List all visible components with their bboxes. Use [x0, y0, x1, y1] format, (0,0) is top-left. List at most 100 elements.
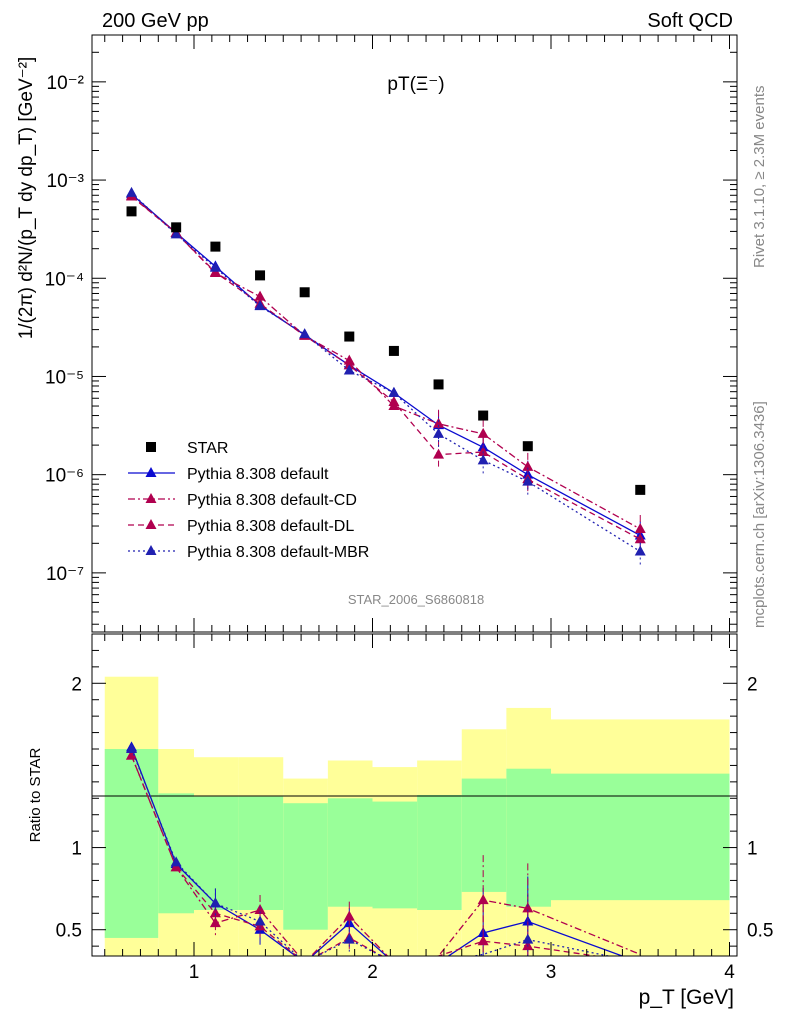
legend: STAR Pythia 8.308 default Pythia 8.308 def… [128, 440, 369, 561]
x-tick-label: 2 [367, 962, 378, 983]
legend-label: Pythia 8.308 default-CD [187, 492, 357, 509]
analysis-watermark: STAR_2006_S6860818 [348, 592, 484, 607]
uncertainty-band-inner [283, 803, 328, 930]
ratio-y-tick-label-right: 2 [747, 674, 758, 695]
ratio-point [343, 910, 355, 921]
ratio-point [254, 904, 266, 914]
uncertainty-band-inner [158, 793, 194, 914]
series-line-1 [131, 193, 641, 537]
y-tick-label: 10⁻⁷ [46, 564, 84, 585]
main-plot-ticks: 10⁻⁷ 10⁻⁶ 10⁻⁵ 10⁻⁴ 10⁻³ 10⁻² [45, 34, 737, 632]
ratio-y-tick-label-right: 1 [747, 839, 758, 860]
data-point [388, 345, 399, 356]
mc-point [126, 186, 138, 197]
data-point [299, 287, 310, 298]
mc-point [522, 475, 534, 486]
y-tick-label: 10⁻² [47, 73, 85, 94]
mc-point [388, 395, 400, 406]
y-tick-label: 10⁻⁶ [45, 466, 84, 487]
ratio-y-axis-label: Ratio to STAR [27, 747, 44, 842]
uncertainty-band-inner [506, 768, 551, 907]
series-line-3 [131, 195, 641, 540]
ratio-point [126, 749, 138, 760]
data-point [344, 331, 355, 342]
mc-point [170, 228, 182, 239]
x-tick-label: 4 [724, 962, 735, 983]
y-tick-label: 10⁻³ [47, 171, 85, 192]
uncertainty-band-inner [461, 778, 507, 892]
mcplots-label: mcplots.cern.ch [arXiv:1306.3436] [751, 401, 768, 628]
y-tick-label: 10⁻⁴ [45, 269, 84, 290]
ratio-bands [104, 676, 730, 956]
mc-point [634, 545, 646, 556]
uncertainty-band-inner [194, 796, 239, 910]
mc-point [433, 417, 445, 428]
mc-point [388, 386, 400, 397]
uncertainty-band-inner [551, 773, 730, 901]
ratio-line-2 [130, 755, 641, 956]
mc-point [254, 300, 266, 311]
legend-marker-data [146, 442, 156, 452]
mc-point [477, 454, 489, 465]
data-point [255, 270, 266, 281]
data-point [635, 484, 646, 495]
mc-point [209, 261, 221, 272]
ratio-plot-panel: 0.5 0.5 1 1 2 2 1 2 3 4 Ratio to STAR p_T [GeV] [27, 633, 773, 1009]
legend-marker [145, 467, 157, 477]
x-axis-label: p_T [GeV] [639, 986, 734, 1009]
uncertainty-band-inner [327, 798, 373, 907]
ratio-point [209, 907, 221, 918]
main-plot-frame [91, 34, 738, 633]
mc-point [254, 290, 266, 301]
mc-point [299, 328, 311, 339]
ratio-plot-frame [91, 633, 738, 957]
data-point [126, 206, 137, 217]
plot-title: pT(Ξ⁻) [387, 74, 444, 95]
main-plot-panel: 10⁻⁷ 10⁻⁶ 10⁻⁵ 10⁻⁴ 10⁻³ 10⁻² pT(Ξ⁻) STAR_200… [16, 34, 738, 633]
ratio-point [170, 856, 182, 867]
x-tick-label: 1 [189, 962, 200, 983]
header-right: Soft QCD [647, 10, 733, 32]
y-tick-label: 10⁻⁵ [45, 367, 84, 388]
ratio-point [522, 902, 534, 913]
legend-marker [145, 545, 157, 555]
legend-label: Pythia 8.308 default-DL [187, 518, 354, 535]
rivet-label: Rivet 3.1.10, ≥ 2.3M events [751, 86, 768, 269]
legend-label: STAR [187, 440, 228, 457]
ratio-point [126, 743, 138, 753]
uncertainty-band-inner [417, 795, 462, 910]
mc-point [477, 427, 489, 438]
legend-marker [145, 493, 157, 503]
uncertainty-band-inner [372, 801, 418, 909]
mc-point [343, 364, 355, 375]
ratio-y-tick-label: 1 [71, 839, 82, 860]
mc-point [433, 448, 445, 459]
ratio-y-tick-label: 2 [71, 674, 82, 695]
data-point [171, 222, 182, 233]
uncertainty-band-inner [104, 749, 159, 938]
ratio-point [522, 933, 534, 944]
data-point [433, 379, 444, 390]
ratio-marks [126, 741, 641, 956]
uncertainty-band-inner [238, 796, 284, 910]
legend-label: Pythia 8.308 default-MBR [187, 544, 369, 561]
mc-point [433, 427, 445, 438]
header-left: 200 GeV pp [102, 10, 209, 32]
ratio-point [209, 897, 221, 908]
ratio-y-tick-label: 0.5 [56, 921, 82, 942]
ratio-point [254, 915, 266, 926]
ratio-point [477, 935, 489, 946]
legend-label: Pythia 8.308 default [187, 466, 329, 483]
mc-point [343, 359, 355, 370]
data-point [210, 241, 221, 252]
main-y-axis-label: 1/(2π) d²N/(p_T dy dp_T) [GeV⁻²] [16, 57, 37, 340]
ratio-point [343, 933, 355, 944]
mc-point [477, 446, 489, 457]
x-tick-label: 3 [546, 962, 557, 983]
ratio-plot-ticks: 0.5 0.5 1 1 2 2 1 2 3 4 [56, 634, 773, 983]
data-point [522, 441, 533, 452]
legend-marker [145, 519, 157, 529]
main-plot-marks [126, 186, 646, 566]
data-point [478, 410, 489, 421]
